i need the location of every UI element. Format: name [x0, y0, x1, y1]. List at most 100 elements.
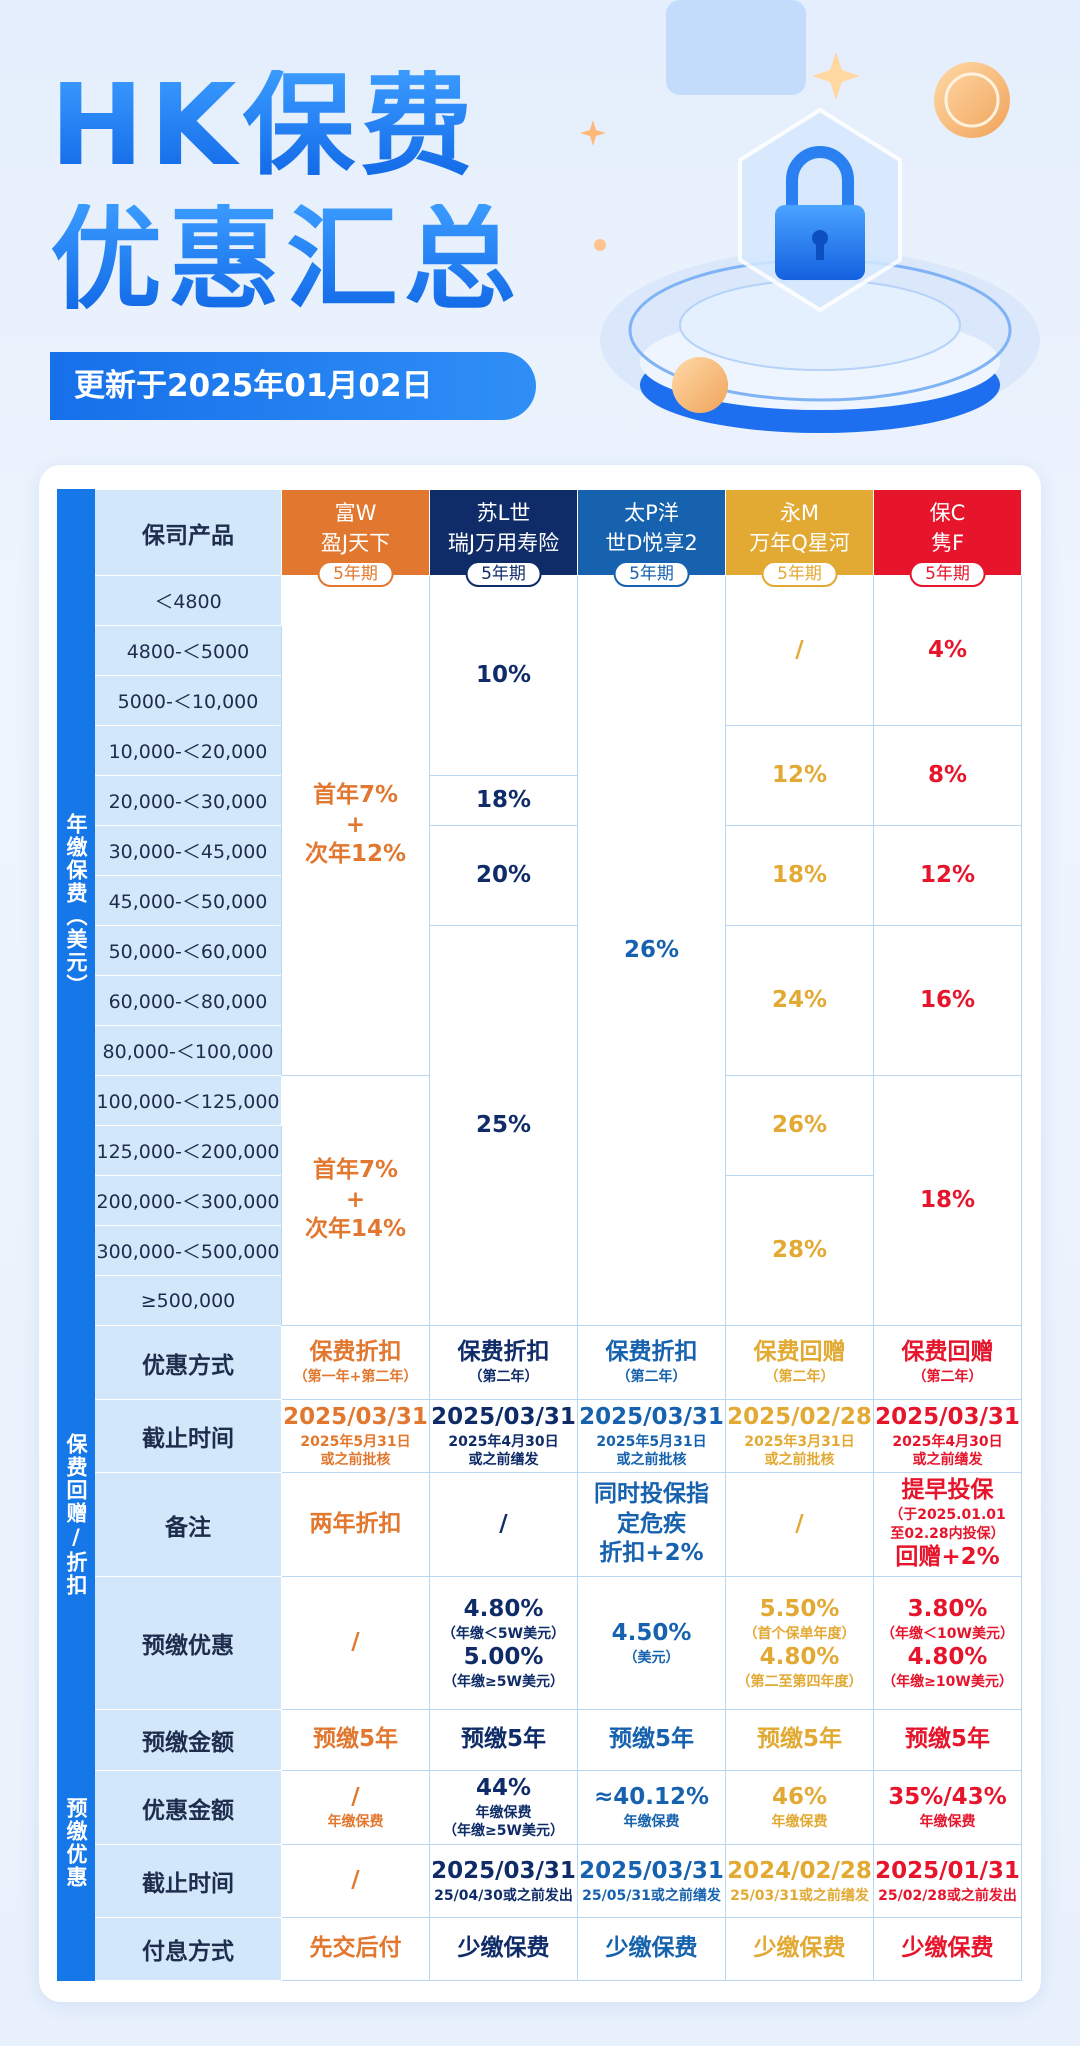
detail-cell: 少缴保费: [873, 1917, 1022, 1981]
cell-line: 回赠+2%: [895, 1543, 1000, 1570]
cell-line: （年缴≥10W美元）: [882, 1673, 1013, 1690]
detail-cell: 同时投保指 定危疾 折扣+2%: [577, 1472, 726, 1577]
cell-line: 2025年5月31日: [596, 1433, 707, 1450]
band-row: 200,000-＜300,000 28%: [58, 1175, 1022, 1326]
cell-line: 2025/03/31: [283, 1403, 428, 1430]
cell-line: （于2025.01.01: [889, 1507, 1006, 1524]
cell-line: /: [351, 1784, 360, 1811]
cell-line: 次年12%: [304, 841, 407, 868]
cell-line: （第二年）: [616, 1369, 687, 1386]
cell-line: 提早投保: [901, 1477, 994, 1504]
detail-cell: /: [281, 1576, 430, 1710]
detail-cell: 两年折扣: [281, 1472, 430, 1577]
detail-cell: 先交后付: [281, 1917, 430, 1981]
band-label: 10,000-＜20,000: [94, 725, 282, 776]
cell-line: 4.80%: [759, 1644, 840, 1670]
cell-line: 年缴保费: [623, 1814, 680, 1831]
band-label: 50,000-＜60,000: [94, 925, 282, 976]
premium-cell: 首年7% + 次年14%: [281, 1075, 430, 1326]
band-row: 45,000-＜50,000: [58, 875, 1022, 926]
band-label: 30,000-＜45,000: [94, 825, 282, 876]
band-row: 60,000-＜80,000: [58, 975, 1022, 1026]
cell-line: 预缴5年: [460, 1726, 546, 1753]
band-label: 200,000-＜300,000: [94, 1175, 282, 1226]
band-row: ≥500,000: [58, 1275, 1022, 1326]
premium-cell: 18%: [873, 1075, 1022, 1326]
detail-cell: 2025/03/31 2025年5月31日 或之前批核: [281, 1399, 430, 1473]
band-row: 125,000-＜200,000: [58, 1125, 1022, 1176]
row-label: 优惠金额: [94, 1770, 282, 1845]
cell-line: 少缴保费: [605, 1935, 698, 1962]
band-row: 50,000-＜60,000 25% 24% 16%: [58, 925, 1022, 1326]
detail-cell: 预缴5年: [577, 1709, 726, 1771]
detail-cell: 少缴保费: [577, 1917, 726, 1981]
company-header: 保C 隽F 5年期: [873, 489, 1022, 587]
company-header-inner: 保C 隽F 5年期: [874, 490, 1021, 587]
premium-cell: /: [725, 575, 874, 726]
cell-line: 年缴保费: [475, 1805, 532, 1822]
premium-cell: 26%: [725, 1075, 874, 1176]
cell-line: 年缴保费: [919, 1814, 976, 1831]
detail-cell: 保费折扣 （第二年）: [429, 1325, 578, 1400]
cell-line: （年缴≥5W美元）: [443, 1823, 564, 1840]
premium-cell: 18%: [725, 825, 874, 926]
cell-line: 预缴5年: [608, 1726, 694, 1753]
band-row: 30,000-＜45,000 20% 18% 12%: [58, 825, 1022, 926]
premium-cell: 8%: [873, 725, 1022, 826]
detail-cell: /: [429, 1472, 578, 1577]
cell-line: （第二至第四年度）: [736, 1673, 863, 1690]
detail-cell: / 年缴保费: [281, 1770, 430, 1845]
company-name: 保C: [929, 500, 966, 525]
band-row: 5000-＜10,000: [58, 675, 1022, 726]
detail-row: 保费回赠/折扣 优惠方式 保费折扣 （第一年+第二年） 保费折扣 （第二年） 保费折扣 （第二…: [57, 1325, 1022, 1710]
cell-line: 先交后付: [309, 1935, 402, 1962]
detail-row: 截止时间 / 2025/03/31 25/04/30或之前发出 2025/03/31 25…: [58, 1844, 1022, 1918]
detail-cell: 3.80% （年缴＜10W美元） 4.80% （年缴≥10W美元）: [873, 1576, 1022, 1710]
detail-cell: 2025/03/31 2025年4月30日 或之前缮发: [873, 1399, 1022, 1473]
cell-line: 年缴保费: [327, 1814, 384, 1831]
cell-line: 2025/03/31: [579, 1403, 724, 1430]
cell-line: 保费折扣: [457, 1339, 550, 1366]
premium-cell: 28%: [725, 1175, 874, 1326]
band-row: ＜4800 首年7% + 次年12% 10% 26% / 4%: [58, 575, 1022, 1326]
premium-cell: 首年7% + 次年12%: [281, 575, 430, 1076]
cell-line: 折扣+2%: [599, 1540, 704, 1567]
cell-line: 两年折扣: [309, 1510, 402, 1537]
detail-cell: 保费折扣 （第二年）: [577, 1325, 726, 1400]
term-badge: 5年期: [317, 561, 394, 587]
side-group: 保费回赠/折扣: [57, 1325, 95, 1710]
cell-line: 4.80%: [463, 1595, 544, 1622]
term-badge: 5年期: [465, 561, 542, 587]
cell-line: 年缴保费: [771, 1814, 828, 1831]
illustration: [580, 0, 1040, 433]
cell-line: 4.80%: [907, 1644, 988, 1670]
title-line: HK保费: [50, 61, 479, 191]
cell-line: 2025年4月30日: [448, 1433, 559, 1450]
company-header-inner: 苏L世 瑞J万用寿险 5年期: [430, 490, 577, 587]
cell-line: /: [351, 1629, 360, 1656]
detail-cell: 少缴保费: [725, 1917, 874, 1981]
detail-row: 优惠金额 / 年缴保费 44% 年缴保费 （年缴≥5W美元） ≈40.12% 年缴保费 46% 年…: [58, 1770, 1022, 1845]
cell-line: 10%: [475, 661, 532, 688]
premium-cell: 16%: [873, 925, 1022, 1076]
cell-line: 或之前缮发: [912, 1451, 983, 1468]
premium-cell: 12%: [725, 725, 874, 826]
company-name: 万年Q星河: [749, 530, 850, 555]
premium-cell: 10%: [429, 575, 578, 776]
cell-line: 25/05/31或之前缮发: [582, 1887, 721, 1904]
detail-cell: 4.50% （美元）: [577, 1576, 726, 1710]
cell-line: /: [795, 1510, 804, 1537]
detail-cell: 保费回赠 （第二年）: [873, 1325, 1022, 1400]
cell-line: 少缴保费: [753, 1935, 846, 1962]
cell-line: 18%: [771, 861, 828, 888]
detail-cell: 预缴5年: [725, 1709, 874, 1771]
cell-line: 或之前批核: [764, 1451, 835, 1468]
term-badge: 5年期: [613, 561, 690, 587]
premium-cell: 26%: [577, 575, 726, 1326]
cell-line: 20%: [475, 861, 532, 888]
cell-line: 或之前批核: [320, 1451, 391, 1468]
cell-line: 或之前缮发: [468, 1451, 539, 1468]
cell-line: /: [499, 1510, 508, 1537]
row-label: 优惠方式: [94, 1325, 282, 1400]
